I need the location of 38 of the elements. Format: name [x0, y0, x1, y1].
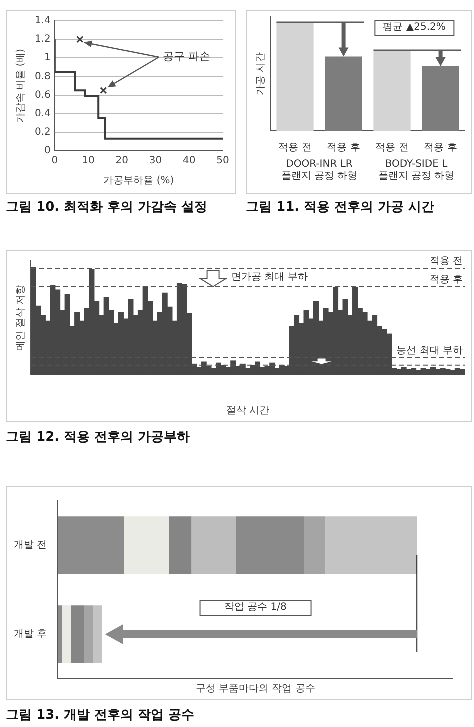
- x-axis-title: 가공부하율 (%): [104, 176, 174, 187]
- y-tick-label: 1.4: [34, 16, 51, 27]
- ref-line-label: 능선 최대 부하: [396, 345, 463, 356]
- x-tick-label: 0: [52, 156, 58, 167]
- text: 그림 10. 최적화 후의 가감속 설정: [6, 199, 208, 216]
- x-tick-label: 30: [149, 156, 162, 167]
- y-tick-label: 0.2: [34, 127, 51, 138]
- y-tick-label: 0.8: [34, 71, 51, 82]
- text: 그림 13. 개발 전후의 작업 공수: [6, 707, 195, 724]
- x-tick-label: 10: [82, 156, 95, 167]
- y-tick-label: 1.2: [34, 34, 51, 46]
- x-tick-label: 적용 후: [327, 142, 360, 154]
- x-axis-title: 구성 부품마다의 작업 공수: [196, 684, 316, 695]
- y-tick-label: 1: [44, 52, 51, 64]
- annotation: 공구 파손: [163, 50, 211, 64]
- y-tick-label: 0.4: [34, 108, 51, 120]
- text: DOOR-INR LR 플랜지 공정 하형: [280, 159, 359, 183]
- y-axis-title: 가공 시간: [256, 52, 267, 96]
- x-tick-label: 적용 후: [424, 142, 458, 154]
- x-tick-label: 적용 전: [376, 142, 409, 154]
- x-tick-label: 적용 전: [278, 142, 312, 154]
- x-tick-label: 20: [116, 156, 129, 167]
- text: 그림 12. 적용 전후의 가공부하: [6, 429, 190, 446]
- x-tick-label: 50: [216, 156, 230, 167]
- x-axis-title: 절삭 시간: [226, 406, 270, 417]
- x-tick-label: 40: [183, 156, 196, 167]
- y-tick-label: 0.6: [34, 90, 51, 101]
- text: BODY-SIDE L 플랜지 공정 하형: [377, 159, 456, 183]
- ref-line-label: 적용 전: [430, 256, 463, 268]
- annotation: 작업 공수 1/8: [199, 600, 312, 616]
- y-axis-title: 메인 절삭 저항: [16, 284, 27, 352]
- y-tick-label: 개발 후: [14, 629, 48, 640]
- ref-line-label: 적용 후: [430, 274, 463, 286]
- annotation: 평균 ▲25.2%: [374, 20, 455, 36]
- y-axis-title: 가감속 비율 (배): [16, 48, 27, 124]
- y-tick-label: 개발 전: [14, 540, 48, 552]
- text: 그림 11. 적용 전후의 가공 시간: [246, 199, 435, 216]
- annotation: 면가공 최대 부하: [232, 272, 308, 284]
